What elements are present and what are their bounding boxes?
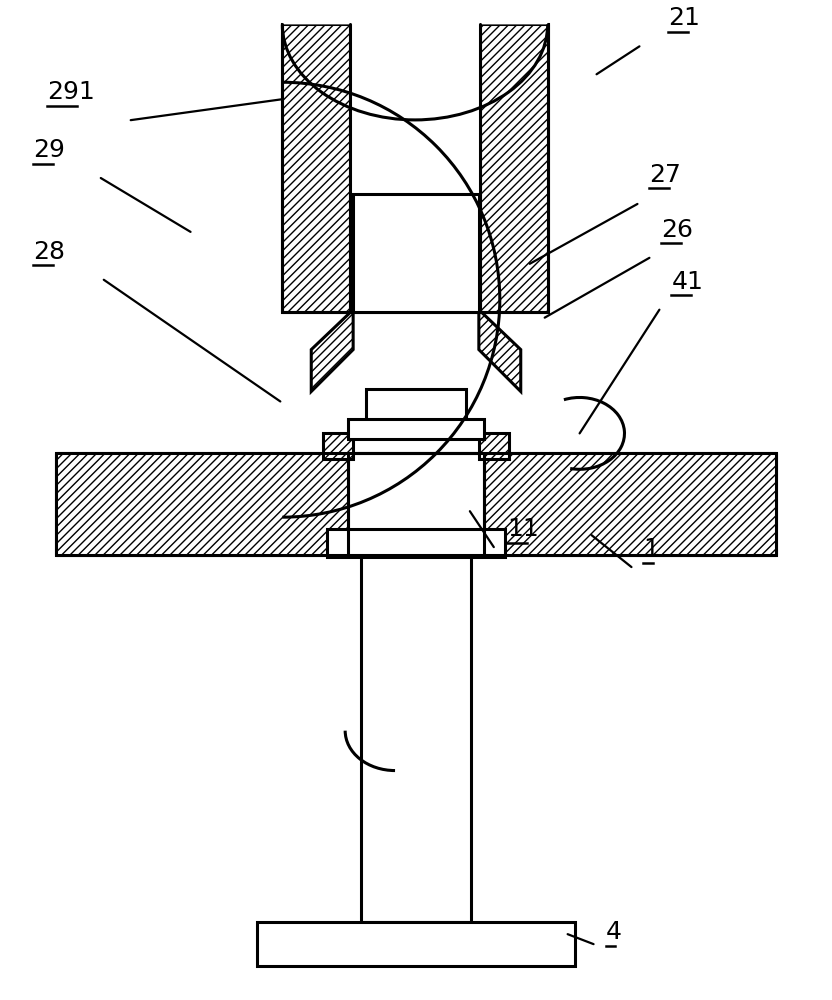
Bar	[348, 453, 484, 555]
Bar	[361, 555, 471, 922]
Bar	[350, 24, 480, 312]
Text: 28: 28	[33, 240, 65, 264]
Bar	[327, 529, 505, 557]
Text: 26: 26	[661, 218, 693, 242]
Bar	[56, 453, 776, 555]
Text: 41: 41	[671, 270, 703, 294]
Polygon shape	[282, 0, 547, 24]
Bar	[257, 922, 575, 966]
Text: 27: 27	[650, 163, 681, 187]
Text: 21: 21	[668, 6, 701, 30]
Polygon shape	[311, 310, 353, 391]
Bar	[348, 419, 484, 439]
Text: 11: 11	[507, 517, 538, 541]
Bar	[366, 389, 466, 421]
Bar	[353, 194, 479, 312]
Text: 29: 29	[33, 138, 65, 162]
Polygon shape	[484, 453, 776, 555]
Text: 4: 4	[606, 920, 622, 944]
Text: 1: 1	[643, 537, 659, 561]
Polygon shape	[479, 310, 521, 391]
Polygon shape	[56, 453, 348, 555]
Bar	[480, 24, 547, 312]
Text: 291: 291	[47, 80, 95, 104]
Bar	[479, 433, 509, 459]
Bar	[323, 433, 353, 459]
Bar	[282, 24, 350, 312]
